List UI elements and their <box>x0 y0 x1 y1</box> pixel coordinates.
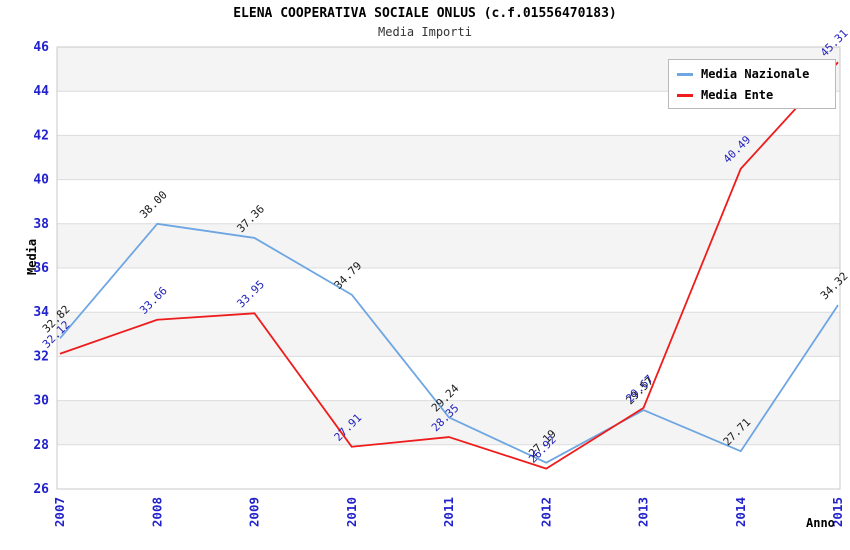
x-tick-label: 2013 <box>636 497 651 527</box>
legend-label-media-nazionale: Media Nazionale <box>701 67 810 81</box>
series-line-media-nazionale <box>59 222 839 464</box>
plot-band <box>57 223 840 268</box>
series-line-media-ente <box>59 61 839 470</box>
media-ente-line-swatch <box>677 93 693 97</box>
y-tick-label: 44 <box>33 84 49 99</box>
media-nazionale-line-swatch <box>677 72 693 76</box>
y-tick-label: 38 <box>33 217 49 232</box>
y-tick-label: 34 <box>33 305 49 320</box>
y-tick-label: 30 <box>33 394 49 409</box>
y-tick-label: 40 <box>33 173 49 188</box>
legend-label-media-ente: Media Ente <box>701 88 774 102</box>
x-axis-title: Anno <box>806 516 835 530</box>
plot-border <box>56 46 841 490</box>
plot-band <box>57 356 840 401</box>
x-tick-label: 2010 <box>344 497 359 527</box>
legend: Media Nazionale Media Ente <box>668 59 836 109</box>
x-tick-label: 2011 <box>441 497 456 527</box>
x-tick-label: 2008 <box>149 497 164 527</box>
plot-band <box>57 179 840 224</box>
y-tick-label: 42 <box>33 128 49 143</box>
x-tick-label: 2012 <box>538 497 553 527</box>
y-axis-title: Media <box>25 238 40 275</box>
y-tick-label: 26 <box>33 482 49 497</box>
chart-subtitle: Media Importi <box>378 25 472 39</box>
plot-band <box>57 312 840 357</box>
y-tick-label: 28 <box>33 438 49 453</box>
x-tick-label: 2007 <box>52 497 67 527</box>
plot-band <box>57 135 840 180</box>
legend-item-media-nazionale: Media Nazionale <box>677 67 827 81</box>
x-tick-label: 2015 <box>830 497 845 527</box>
x-tick-label: 2014 <box>733 497 748 527</box>
legend-item-media-ente: Media Ente <box>677 88 827 102</box>
y-tick-label: 32 <box>33 349 49 364</box>
plot-band <box>57 268 840 313</box>
plot-band <box>57 444 840 489</box>
chart-title: ELENA COOPERATIVA SOCIALE ONLUS (c.f.015… <box>233 6 617 21</box>
y-tick-label: 46 <box>33 40 49 55</box>
y-tick-label: 36 <box>33 261 49 276</box>
x-tick-label: 2009 <box>247 497 262 527</box>
